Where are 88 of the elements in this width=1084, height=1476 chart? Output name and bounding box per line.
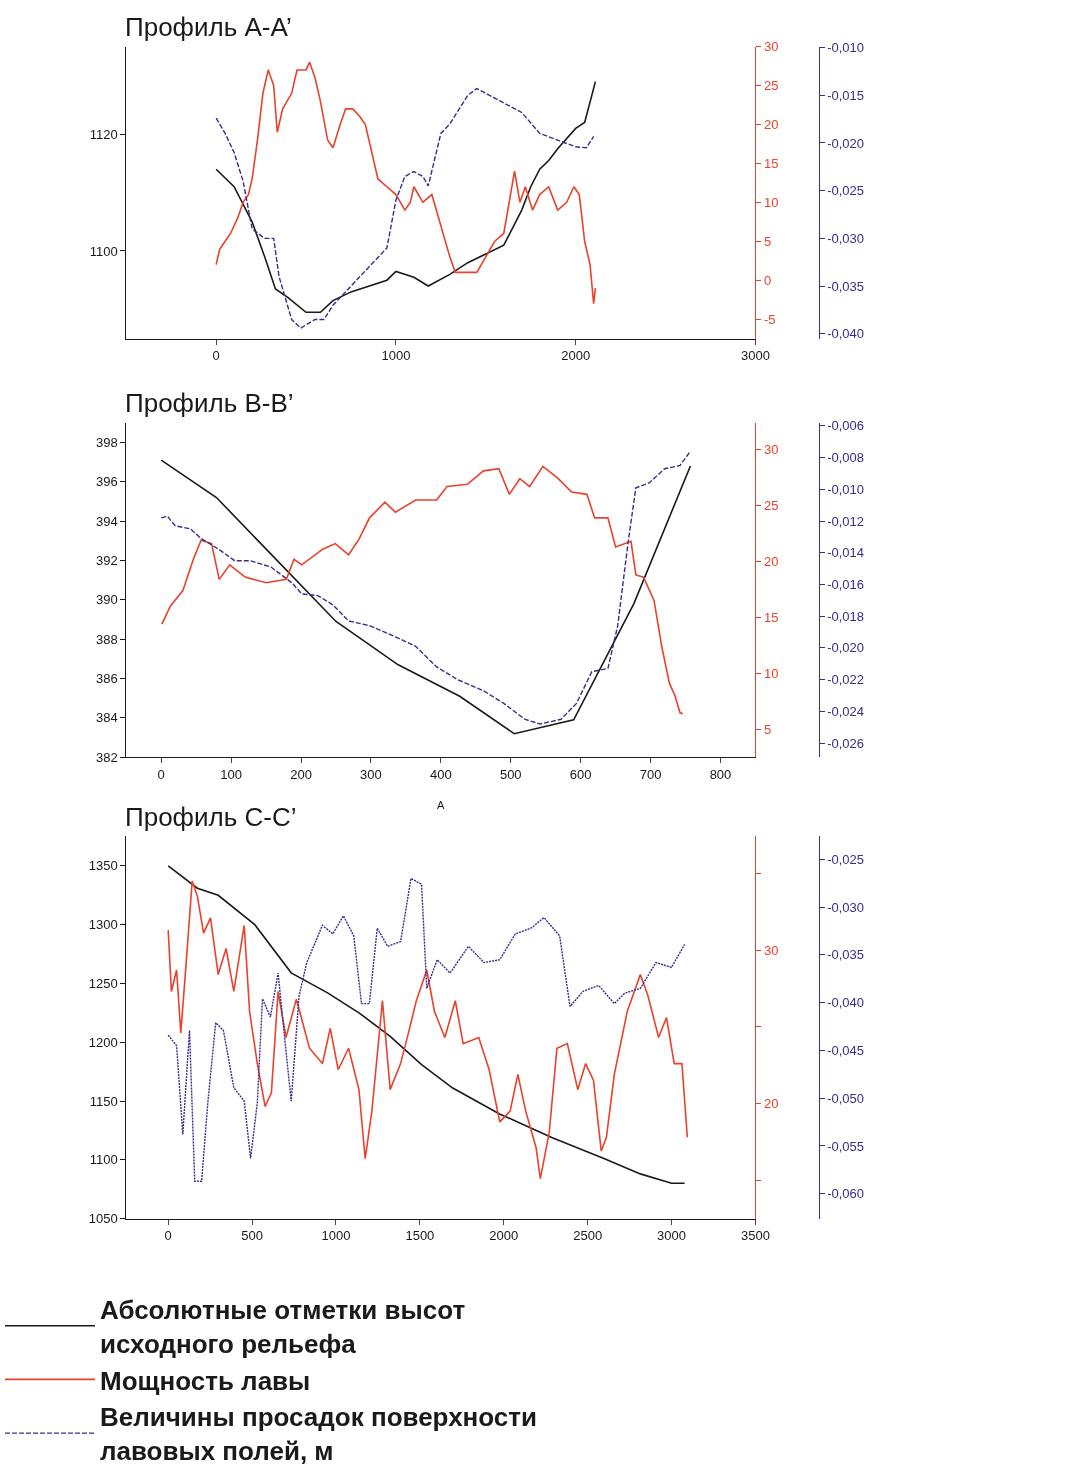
y-tick-label: 390 — [95, 592, 118, 608]
x-tick-label: 600 — [569, 766, 592, 782]
x-tick-label: 1000 — [321, 1228, 351, 1244]
x-tick-label: 0 — [212, 348, 220, 364]
y-tick-label: 392 — [95, 553, 118, 569]
y3-tick-label: -0,040 — [827, 326, 865, 342]
legend-label: Абсолютные отметки высот исходного рельефа — [100, 1294, 466, 1359]
text: A — [437, 799, 445, 811]
x-tick-label: 500 — [499, 766, 522, 782]
y2-tick-label: 15 — [764, 609, 779, 625]
y2-tick-label: 20 — [764, 117, 779, 133]
chart-title: Профиль C-C’ — [125, 802, 297, 832]
y3-tick-label: -0,024 — [827, 703, 865, 719]
y-tick-label: 1100 — [89, 1152, 118, 1168]
x-tick-label: 3000 — [740, 348, 770, 364]
y3-tick-label: -0,060 — [827, 1186, 865, 1202]
x-tick-label: 300 — [360, 766, 382, 782]
y-tick-label: 1050 — [88, 1211, 118, 1227]
y-tick-label: 1120 — [89, 126, 118, 142]
chart-title: Профиль A-A’ — [125, 12, 292, 42]
y2-tick-label: 30 — [764, 442, 779, 458]
y3-tick-label: -0,055 — [827, 1138, 865, 1154]
legend-label: Величины просадок поверхности лавовых полей, м — [100, 1402, 538, 1467]
y3-tick-label: -0,022 — [827, 672, 865, 688]
x-tick-label: 1000 — [381, 348, 411, 364]
y3-tick-label: -0,010 — [827, 481, 865, 497]
y-tick-label: 382 — [95, 749, 118, 765]
y2-tick-label: 0 — [764, 272, 772, 288]
x-tick-label: 1500 — [405, 1228, 435, 1244]
x-tick-label: 800 — [709, 766, 732, 782]
y-tick-label: 1100 — [89, 243, 118, 259]
y3-tick-label: -0,035 — [827, 278, 865, 294]
x-tick-label: 200 — [290, 766, 312, 782]
x-tick-label: 3500 — [740, 1228, 770, 1244]
y-tick-label: 386 — [95, 671, 118, 687]
chart-title: Профиль B-B’ — [125, 388, 294, 418]
y3-tick-label: -0,040 — [827, 995, 865, 1011]
y3-tick-label: -0,018 — [827, 608, 865, 624]
y3-tick-label: -0,045 — [827, 1042, 865, 1058]
x-tick-label: 400 — [429, 766, 452, 782]
y3-tick-label: -0,025 — [827, 851, 865, 867]
y-tick-label: 1250 — [88, 975, 118, 991]
y3-tick-label: -0,012 — [827, 513, 865, 529]
y2-tick-label: 30 — [764, 39, 779, 55]
y2-tick-label: 5 — [764, 721, 772, 737]
y2-tick-label: 25 — [764, 498, 779, 514]
y3-tick-label: -0,015 — [827, 87, 865, 103]
x-tick-label: 0 — [164, 1228, 172, 1244]
y2-tick-label: 10 — [764, 194, 779, 210]
y2-tick-label: -5 — [764, 311, 776, 327]
x-tick-label: 0 — [157, 766, 165, 782]
y2-tick-label: 30 — [764, 942, 779, 958]
legend-label: Мощность лавы — [100, 1365, 311, 1396]
y-tick-label: 1150 — [89, 1093, 118, 1109]
y2-tick-label: 5 — [764, 233, 772, 249]
y-tick-label: 1300 — [88, 917, 118, 933]
y3-tick-label: -0,025 — [827, 183, 865, 199]
y-tick-label: 394 — [95, 513, 118, 529]
x-tick-label: 700 — [639, 766, 662, 782]
y2-tick-label: 20 — [764, 554, 779, 570]
x-tick-label: 2000 — [561, 348, 591, 364]
y3-tick-label: -0,014 — [827, 545, 865, 561]
y3-tick-label: -0,026 — [827, 735, 865, 751]
x-tick-label: 2500 — [573, 1228, 603, 1244]
y2-tick-label: 15 — [764, 155, 779, 171]
x-tick-label: 500 — [241, 1228, 263, 1244]
y3-tick-label: -0,010 — [827, 40, 865, 56]
y-tick-label: 1350 — [88, 858, 118, 874]
y-tick-label: 1200 — [88, 1034, 118, 1050]
y3-tick-label: -0,050 — [827, 1090, 865, 1106]
y3-tick-label: -0,020 — [827, 640, 865, 656]
x-tick-label: 3000 — [657, 1228, 686, 1244]
x-tick-label: 2000 — [489, 1228, 519, 1244]
y2-tick-label: 25 — [764, 78, 779, 94]
y3-tick-label: -0,006 — [827, 418, 865, 434]
y3-tick-label: -0,030 — [827, 899, 865, 915]
y-tick-label: 398 — [95, 434, 118, 450]
y-tick-label: 384 — [95, 710, 118, 726]
y-tick-label: 396 — [95, 474, 118, 490]
y3-tick-label: -0,030 — [827, 230, 865, 246]
y-tick-label: 388 — [95, 631, 118, 647]
x-tick-label: 100 — [220, 766, 242, 782]
y3-tick-label: -0,016 — [827, 577, 865, 593]
y2-tick-label: 20 — [764, 1096, 779, 1112]
y2-tick-label: 10 — [764, 665, 779, 681]
y3-tick-label: -0,008 — [827, 450, 865, 466]
y3-tick-label: -0,035 — [827, 947, 865, 963]
y3-tick-label: -0,020 — [827, 135, 865, 151]
